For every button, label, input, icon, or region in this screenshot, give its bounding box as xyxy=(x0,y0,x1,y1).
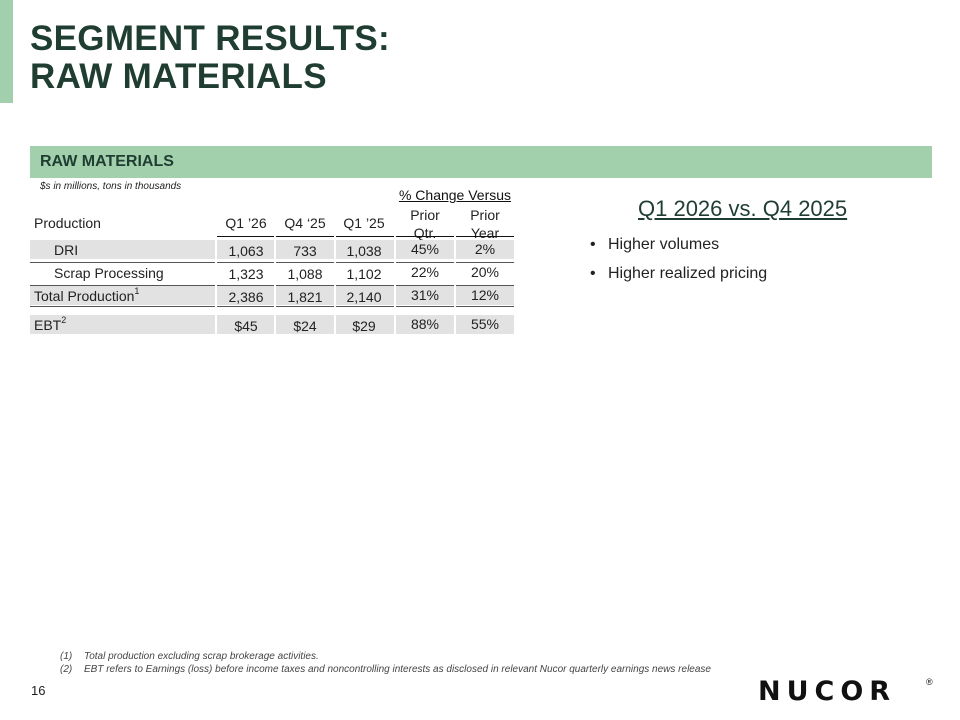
col-header-prior-qtr: Prior Qtr. xyxy=(396,206,454,242)
footnote-1: (1) Total production excluding scrap bro… xyxy=(60,650,734,663)
footnote-2-text: EBT refers to Earnings (loss) before inc… xyxy=(84,664,711,675)
col-header-q4-25: Q4 ‘25 xyxy=(284,215,326,231)
col-separator xyxy=(215,236,217,336)
cell-scrap-q1-25: 1,102 xyxy=(346,266,382,282)
prior-qtr-line2: Qtr. xyxy=(413,225,437,241)
row-label-scrap-processing: Scrap Processing xyxy=(54,265,164,281)
footnote-ref-2: 2 xyxy=(61,315,67,325)
col-header-q1-26: Q1 ’26 xyxy=(225,215,267,231)
row-bg-ebt xyxy=(30,315,514,334)
footnotes: (1) Total production excluding scrap bro… xyxy=(60,650,734,676)
cell-total-prior-qtr: 31% xyxy=(410,287,440,303)
commentary-bullet: • Higher realized pricing xyxy=(590,265,767,283)
cell-scrap-q4-25: 1,088 xyxy=(287,266,323,282)
prior-qtr-line1: Prior xyxy=(410,207,440,223)
page-title-line1: SEGMENT RESULTS: xyxy=(30,19,390,58)
bullet-text-1: Higher volumes xyxy=(608,236,720,253)
cell-scrap-q1-26: 1,323 xyxy=(228,266,264,282)
row-rule-2 xyxy=(30,285,514,286)
cell-total-q4-25: 1,821 xyxy=(287,289,323,305)
cell-ebt-prior-year: 55% xyxy=(470,316,500,332)
col-separator xyxy=(274,236,276,336)
row-bg-dri xyxy=(30,240,514,259)
footnote-2: (2) EBT refers to Earnings (loss) before… xyxy=(60,663,734,676)
footnote-ref-1: 1 xyxy=(134,286,140,296)
commentary-heading: Q1 2026 vs. Q4 2025 xyxy=(638,196,848,221)
title-accent-bar xyxy=(0,0,13,103)
col-separator xyxy=(394,236,396,336)
page-number: 16 xyxy=(31,683,46,698)
cell-ebt-q4-25: $24 xyxy=(293,318,317,334)
cell-scrap-prior-year: 20% xyxy=(470,264,500,280)
units-note: $s in millions, tons in thousands xyxy=(40,181,182,192)
row-label-ebt: EBT2 xyxy=(34,315,67,333)
page-title-line2: RAW MATERIALS xyxy=(30,57,327,96)
page-title: SEGMENT RESULTS: RAW MATERIALS xyxy=(30,20,390,96)
row-rule-3 xyxy=(30,306,514,307)
section-header-band: RAW MATERIALS xyxy=(30,146,932,178)
footnote-2-number: (2) xyxy=(60,664,73,675)
row-rule-1 xyxy=(30,262,514,263)
ebt-text: EBT xyxy=(34,317,62,333)
cell-dri-q1-26: 1,063 xyxy=(228,243,264,259)
pct-change-group-header: % Change Versus xyxy=(398,187,512,203)
bullet-text-2: Higher realized pricing xyxy=(608,265,768,282)
footnote-1-text: Total production excluding scrap brokera… xyxy=(84,651,319,662)
prior-year-line2: Year xyxy=(470,225,500,241)
cell-total-q1-26: 2,386 xyxy=(228,289,264,305)
cell-total-q1-25: 2,140 xyxy=(346,289,382,305)
cell-total-prior-year: 12% xyxy=(470,287,500,303)
prior-year-line1: Prior xyxy=(470,207,500,223)
col-header-prior-year: Prior Year xyxy=(456,206,514,242)
section-label: RAW MATERIALS xyxy=(40,153,174,170)
col-header-q1-25: Q1 ’25 xyxy=(343,215,385,231)
cell-dri-prior-year: 2% xyxy=(474,241,496,257)
cell-dri-q4-25: 733 xyxy=(293,243,317,259)
col-separator xyxy=(334,236,336,336)
cell-ebt-q1-25: $29 xyxy=(352,318,376,334)
total-production-text: Total Production xyxy=(34,288,135,304)
row-label-dri: DRI xyxy=(54,242,79,258)
bullet-dot-icon: • xyxy=(590,265,596,282)
cell-dri-q1-25: 1,038 xyxy=(346,243,382,259)
cell-scrap-prior-qtr: 22% xyxy=(410,264,440,280)
col-separator xyxy=(454,236,456,336)
cell-dri-prior-qtr: 45% xyxy=(410,241,440,257)
nucor-logo: NUCOR xyxy=(758,676,897,707)
bullet-dot-icon: • xyxy=(590,236,596,253)
footnote-1-number: (1) xyxy=(60,651,73,662)
col-header-production: Production xyxy=(34,215,101,231)
registered-mark-icon: ® xyxy=(926,677,933,687)
cell-ebt-prior-qtr: 88% xyxy=(410,316,440,332)
cell-ebt-q1-26: $45 xyxy=(234,318,258,334)
row-label-total-production: Total Production1 xyxy=(34,286,140,304)
header-rule xyxy=(217,236,514,237)
commentary-bullet: • Higher volumes xyxy=(590,236,719,254)
row-bg-total xyxy=(30,286,514,305)
